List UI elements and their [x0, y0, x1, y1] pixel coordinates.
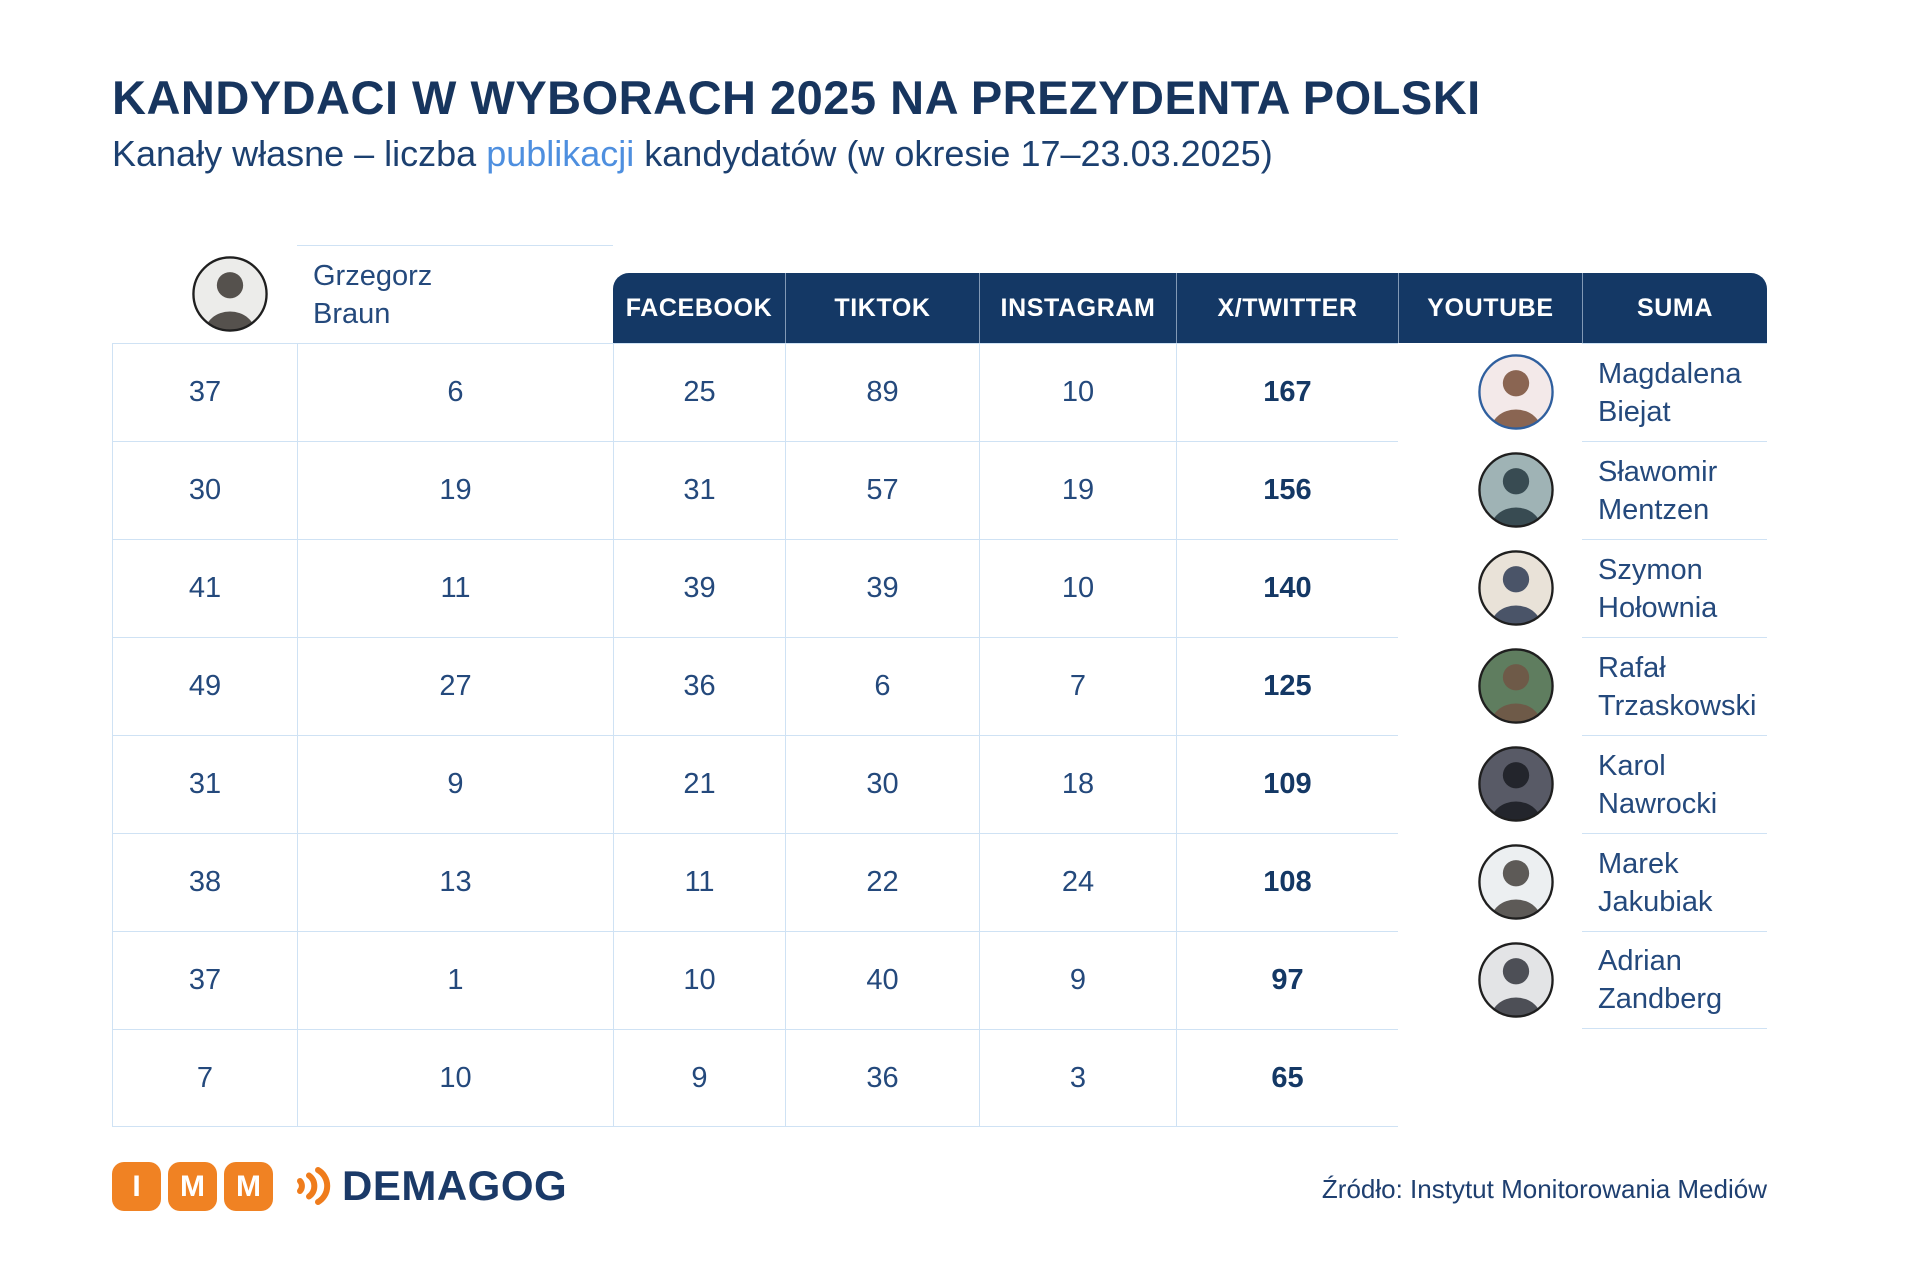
candidate-photo-cell	[1398, 931, 1582, 1029]
value-cell-instagram: 25	[613, 343, 785, 441]
column-header-facebook: FACEBOOK	[625, 293, 773, 322]
value-cell-suma: 156	[1176, 441, 1398, 539]
value-cell-tiktok: 13	[297, 833, 613, 931]
candidate-name: Adrian Zandberg	[1582, 931, 1767, 1029]
value-cell-instagram: 11	[613, 833, 785, 931]
page-subtitle: Kanały własne – liczba publikacji kandyd…	[112, 133, 1273, 175]
value-cell-tiktok: 11	[297, 539, 613, 637]
column-header-suma: SUMA	[1582, 273, 1767, 343]
source-note: Źródło: Instytut Monitorowania Mediów	[1321, 1174, 1767, 1204]
value-cell-instagram: 36	[613, 637, 785, 735]
value-cell-suma: 125	[1176, 637, 1398, 735]
avatar	[1478, 844, 1554, 920]
candidate-name: Magdalena Biejat	[1582, 343, 1767, 441]
value-cell-youtube: 9	[979, 931, 1176, 1029]
avatar	[1478, 942, 1554, 1018]
value-cell-suma: 109	[1176, 735, 1398, 833]
candidate-photo-cell	[1398, 539, 1582, 637]
value-cell-suma: 108	[1176, 833, 1398, 931]
value-cell-tiktok: 19	[297, 441, 613, 539]
value-cell-tiktok: 6	[297, 343, 613, 441]
avatar	[1478, 550, 1554, 626]
publications-table: FACEBOOK TIKTOK INSTAGRAM X/TWITTER YOUTUBE S…	[112, 245, 1767, 1127]
value-cell-youtube: 10	[979, 539, 1176, 637]
value-cell-x-twitter: 89	[785, 343, 979, 441]
value-cell-youtube: 24	[979, 833, 1176, 931]
candidate-photo-cell	[112, 245, 297, 343]
subtitle-highlight: publikacji	[486, 133, 635, 174]
candidate-photo-cell	[1398, 441, 1582, 539]
value-cell-x-twitter: 30	[785, 735, 979, 833]
value-cell-x-twitter: 57	[785, 441, 979, 539]
value-cell-x-twitter: 40	[785, 931, 979, 1029]
value-cell-x-twitter: 22	[785, 833, 979, 931]
candidate-photo-cell	[1398, 637, 1582, 735]
value-cell-facebook: 41	[112, 539, 297, 637]
column-header-instagram: INSTAGRAM	[979, 273, 1176, 343]
value-cell-youtube: 7	[979, 637, 1176, 735]
table-header-row: FACEBOOK TIKTOK INSTAGRAM X/TWITTER YOUTUBE S…	[613, 273, 1767, 343]
value-cell-instagram: 39	[613, 539, 785, 637]
candidate-name: Karol Nawrocki	[1582, 735, 1767, 833]
candidate-name: Rafał Trzaskowski	[1582, 637, 1767, 735]
value-cell-facebook: 30	[112, 441, 297, 539]
value-cell-instagram: 21	[613, 735, 785, 833]
demagog-wordmark: DEMAGOG	[342, 1162, 568, 1209]
column-header-x-twitter: X/TWITTER	[1176, 273, 1398, 343]
sound-waves-icon	[297, 1167, 331, 1205]
page-title: KANDYDACI W WYBORACH 2025 NA PREZYDENTA …	[112, 71, 1481, 124]
value-cell-instagram: 10	[613, 931, 785, 1029]
candidate-name: Szymon Hołownia	[1582, 539, 1767, 637]
value-cell-facebook: 38	[112, 833, 297, 931]
value-cell-tiktok: 9	[297, 735, 613, 833]
value-cell-x-twitter: 39	[785, 539, 979, 637]
avatar	[1478, 354, 1554, 430]
value-cell-suma: 65	[1176, 1029, 1398, 1127]
value-cell-instagram: 9	[613, 1029, 785, 1127]
candidate-photo-cell	[1398, 343, 1582, 441]
candidate-name: Sławomir Mentzen	[1582, 441, 1767, 539]
demagog-logo: DEMAGOG	[292, 1160, 567, 1212]
imm-logo-square: M	[224, 1162, 273, 1211]
avatar	[1478, 746, 1554, 822]
value-cell-facebook: 49	[112, 637, 297, 735]
value-cell-youtube: 10	[979, 343, 1176, 441]
value-cell-facebook: 7	[112, 1029, 297, 1127]
candidate-name: Grzegorz Braun	[297, 245, 613, 343]
candidate-name: Marek Jakubiak	[1582, 833, 1767, 931]
avatar	[192, 256, 268, 332]
column-header-tiktok: TIKTOK	[785, 273, 979, 343]
value-cell-youtube: 19	[979, 441, 1176, 539]
value-cell-facebook: 37	[112, 931, 297, 1029]
value-cell-youtube: 3	[979, 1029, 1176, 1127]
value-cell-x-twitter: 36	[785, 1029, 979, 1127]
value-cell-x-twitter: 6	[785, 637, 979, 735]
subtitle-suffix: kandydatów (w okresie 17–23.03.2025)	[634, 133, 1273, 174]
candidate-photo-cell	[1398, 735, 1582, 833]
imm-logo-square: I	[112, 1162, 161, 1211]
value-cell-tiktok: 27	[297, 637, 613, 735]
imm-logo-square: M	[168, 1162, 217, 1211]
value-cell-tiktok: 10	[297, 1029, 613, 1127]
avatar	[1478, 648, 1554, 724]
value-cell-facebook: 31	[112, 735, 297, 833]
value-cell-tiktok: 1	[297, 931, 613, 1029]
value-cell-suma: 140	[1176, 539, 1398, 637]
value-cell-suma: 167	[1176, 343, 1398, 441]
subtitle-prefix: Kanały własne – liczba	[112, 133, 487, 174]
avatar	[1478, 452, 1554, 528]
value-cell-youtube: 18	[979, 735, 1176, 833]
value-cell-instagram: 31	[613, 441, 785, 539]
value-cell-facebook: 37	[112, 343, 297, 441]
column-header-youtube: YOUTUBE	[1398, 273, 1582, 343]
candidate-photo-cell	[1398, 833, 1582, 931]
value-cell-suma: 97	[1176, 931, 1398, 1029]
